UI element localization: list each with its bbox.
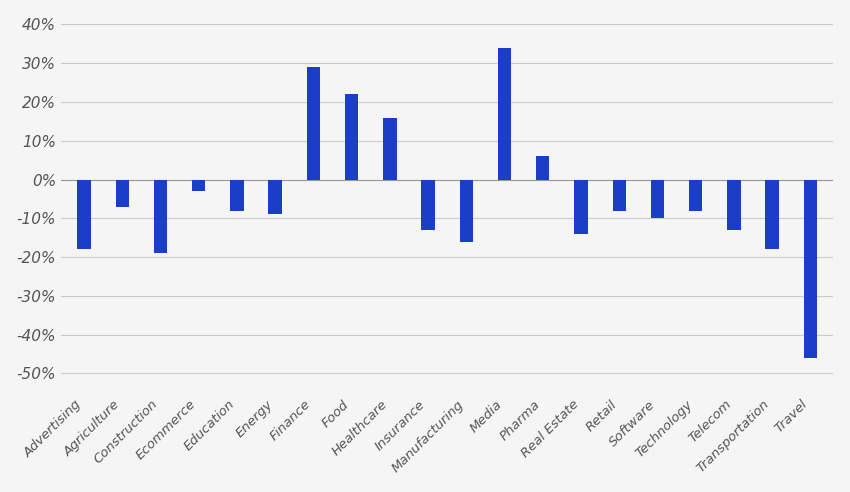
- Bar: [230, 180, 244, 211]
- Bar: [422, 180, 434, 230]
- Bar: [766, 180, 779, 249]
- Bar: [536, 156, 549, 180]
- Bar: [651, 180, 664, 218]
- Bar: [613, 180, 626, 211]
- Bar: [804, 180, 817, 358]
- Bar: [689, 180, 702, 211]
- Bar: [116, 180, 129, 207]
- Bar: [154, 180, 167, 253]
- Bar: [575, 180, 587, 234]
- Bar: [383, 118, 396, 180]
- Bar: [460, 180, 473, 242]
- Bar: [192, 180, 206, 191]
- Bar: [307, 67, 320, 180]
- Bar: [345, 94, 359, 180]
- Bar: [728, 180, 740, 230]
- Bar: [77, 180, 91, 249]
- Bar: [269, 180, 282, 215]
- Bar: [498, 48, 511, 180]
